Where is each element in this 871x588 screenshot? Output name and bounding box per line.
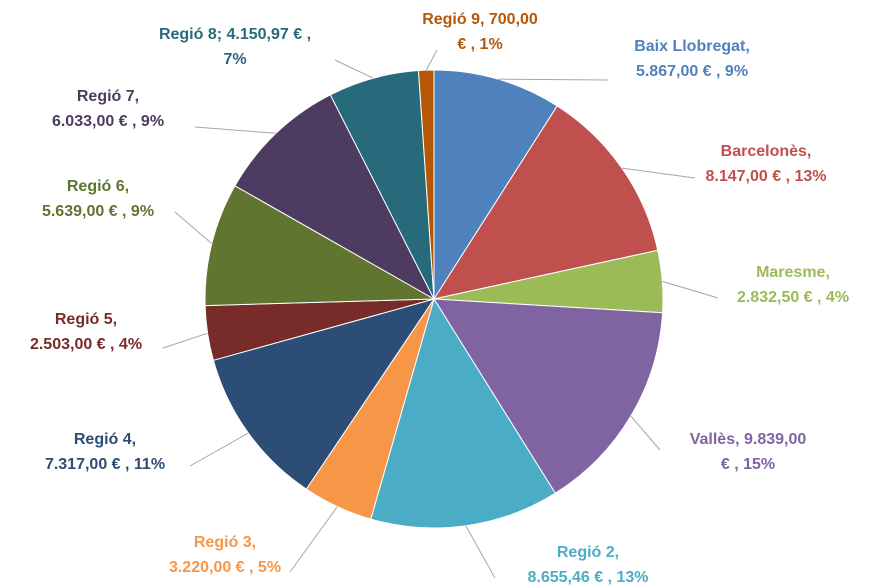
data-label: Barcelonès, [721,143,812,160]
pie-slice [370,297,556,529]
data-label: Regió 3, [194,534,256,551]
pie-slice [433,69,558,301]
leader-line [162,332,208,349]
data-label: Regió 9, 700,00 [422,11,538,28]
leader-line [194,126,277,134]
leader-line [174,211,213,245]
leader-line [465,525,496,579]
data-label: Regió 7, [77,88,139,105]
data-label: 5.867,00 € , 9% [636,63,748,80]
leader-line [630,415,661,451]
data-label: Regió 4, [74,431,136,448]
data-label: € , 15% [721,456,775,473]
data-label: 8.147,00 € , 13% [706,168,827,185]
data-label: Regió 6, [67,178,129,195]
pie-slice [204,185,436,307]
data-label: 7.317,00 € , 11% [45,456,165,473]
leader-line [289,506,338,573]
leader-line [498,78,609,81]
data-label: Maresme, [756,264,830,281]
leader-line [662,280,719,299]
pie-slice [212,298,436,490]
data-label: Vallès, 9.839,00 [690,431,807,448]
data-label: 2.832,50 € , 4% [737,289,849,306]
pie-slice [234,94,436,301]
leader-line [189,432,249,467]
data-label: 8.655,46 € , 13% [528,569,649,586]
leader-line [334,59,374,79]
pie-slice [432,105,659,300]
data-label: 6.033,00 € , 9% [52,113,164,130]
data-label: Regió 2, [557,544,619,561]
data-label: 5.639,00 € , 9% [42,203,154,220]
data-label: Regió 8; 4.150,97 € , [159,26,311,43]
data-label: 2.503,00 € , 4% [30,336,142,353]
data-label: Baix Llobregat, [634,38,750,55]
data-label: Regió 5, [55,311,117,328]
data-label: € , 1% [457,36,502,53]
data-label: 3.220,00 € , 5% [169,559,281,576]
leader-line [425,49,438,71]
data-label: 7% [223,51,246,68]
leader-line [621,167,696,179]
